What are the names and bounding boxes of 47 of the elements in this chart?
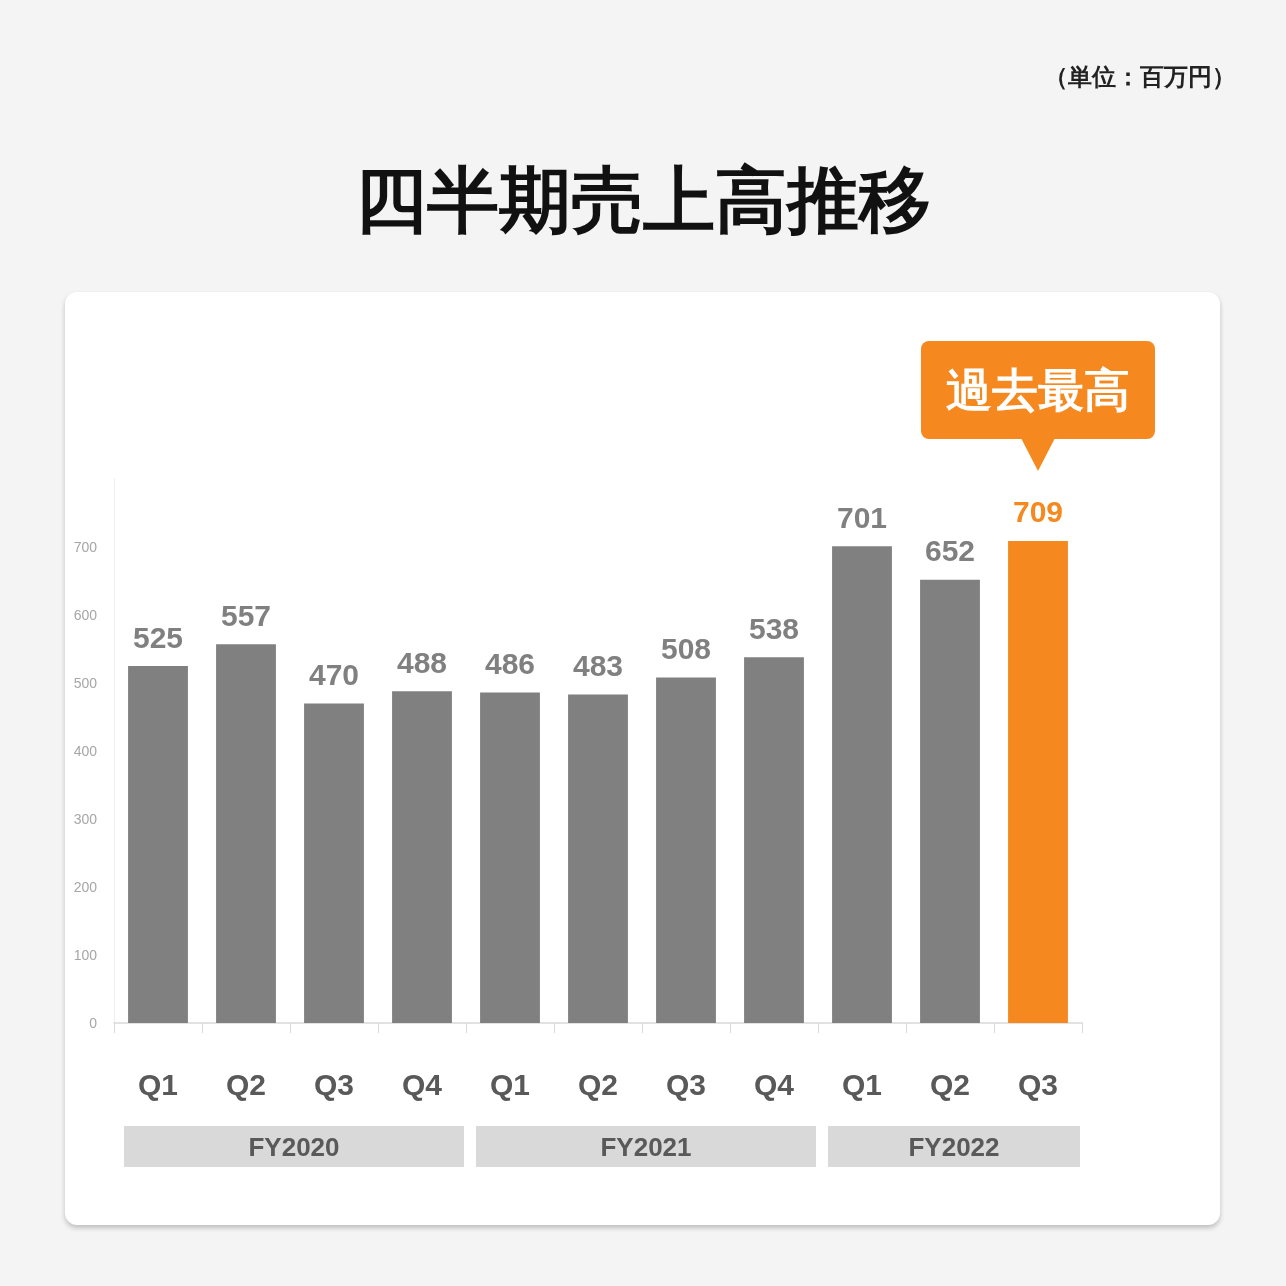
data-label: 709: [1012, 495, 1064, 529]
data-label: 701: [836, 500, 888, 534]
text: FY2020: [248, 1132, 340, 1162]
data-label: 538: [748, 611, 800, 645]
data-label: 557: [220, 598, 272, 632]
y-tick-label: 200: [73, 879, 98, 895]
x-tick-label: Q4: [753, 1067, 795, 1101]
bar: [216, 644, 276, 1023]
y-tick-label: 0: [89, 1015, 98, 1031]
data-label: 508: [660, 632, 712, 666]
annotation: 過去最高: [946, 362, 1130, 418]
x-tick-label: Q2: [577, 1067, 619, 1101]
x-tick-label: Q2: [929, 1067, 971, 1101]
bar: [920, 579, 980, 1023]
y-tick-label: 400: [73, 743, 98, 759]
bar: [832, 546, 892, 1023]
text: FY2021: [600, 1132, 692, 1162]
chart-title: 四半期売上高推移: [354, 159, 932, 242]
bar: [304, 703, 364, 1023]
bar: [568, 694, 628, 1023]
text: （単位：百万円）: [1044, 62, 1236, 92]
x-tick-label: Q1: [841, 1067, 883, 1101]
x-tick-label: Q4: [401, 1067, 443, 1101]
x-tick-label: Q1: [489, 1067, 531, 1101]
bar: [656, 677, 716, 1023]
x-tick-label: Q3: [313, 1067, 355, 1101]
x-tick-label: Q1: [137, 1067, 179, 1101]
data-label: 652: [924, 534, 976, 568]
text: FY2022: [908, 1132, 1000, 1162]
bar: [480, 692, 540, 1023]
y-tick-label: 700: [73, 539, 98, 555]
bar: [744, 657, 804, 1023]
x-tick-label: Q3: [1017, 1067, 1059, 1101]
bar: [392, 691, 452, 1023]
x-tick-label: Q2: [225, 1067, 267, 1101]
data-label: 525: [132, 620, 184, 654]
bar: [128, 666, 188, 1023]
data-label: 488: [396, 645, 448, 679]
y-tick-label: 300: [73, 811, 98, 827]
data-label: 486: [484, 647, 536, 681]
data-label: 483: [572, 649, 624, 683]
x-tick-label: Q3: [665, 1067, 707, 1101]
data-label: 470: [308, 657, 360, 691]
y-tick-label: 100: [73, 947, 98, 963]
bar: [1008, 540, 1068, 1023]
y-tick-label: 500: [73, 675, 98, 691]
y-tick-label: 600: [73, 607, 98, 623]
